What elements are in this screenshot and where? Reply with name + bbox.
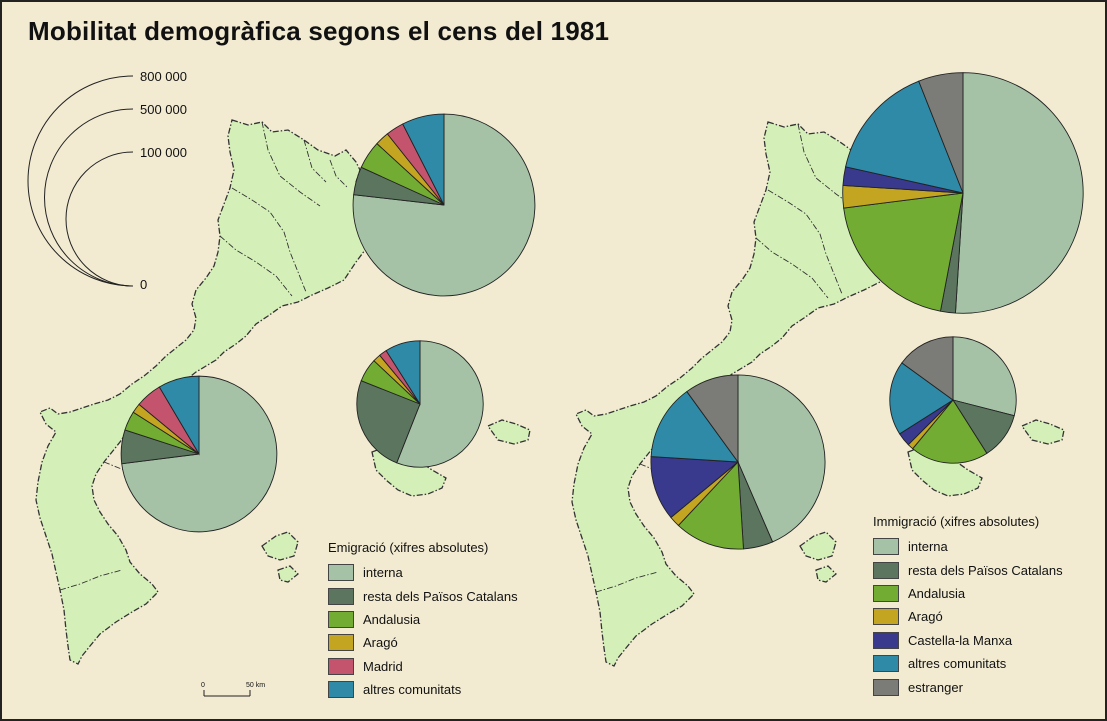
emigration-pie-2-slice-resta: [356, 380, 421, 464]
immigration-legend-title: Immigració (xifres absolutes): [873, 514, 1040, 529]
immigration-pie-1-slice-altres: [650, 390, 739, 463]
immigration-legend-label-castella: Castella-la Manxa: [908, 632, 1013, 648]
island-menorca: [1021, 419, 1065, 445]
immigration-legend-swatch-arago: [873, 608, 899, 626]
distance-scale-bar: 0 50 km: [201, 682, 265, 697]
internal-boundary: [59, 121, 349, 591]
immigration-legend-label-andalusia: Andalusia: [908, 585, 966, 601]
immigration-legend-item-arago: Aragó: [873, 605, 1063, 628]
immigration-pie-0-slice-andalusia: [843, 192, 964, 312]
scale-circle-800000: [27, 75, 134, 287]
immigration-legend-swatch-altres: [873, 655, 899, 673]
immigration-pie-2-slice-interna: [952, 336, 1017, 417]
immigration-legend: Immigració (xifres absolutes) interna res…: [873, 514, 1063, 699]
scale-bar-start: 0: [201, 682, 205, 689]
emigration-pie-2-slice-interna: [396, 340, 484, 468]
pie-charts: [120, 72, 1084, 550]
immigration-legend-swatch-resta: [873, 561, 899, 579]
emigration-legend-swatch-interna: [328, 564, 354, 582]
internal-boundary: [595, 123, 857, 593]
island-eivissa: [799, 531, 837, 561]
emigration-legend-swatch-andalusia: [328, 610, 354, 628]
island-formentera: [277, 565, 299, 583]
emigration-legend-label-resta: resta dels Països Catalans: [363, 588, 518, 604]
emigration-legend: Emigració (xifres absolutes) interna rest…: [328, 540, 518, 701]
immigration-pie-1-slice-andalusia: [677, 460, 744, 550]
emigration-legend-item-interna: interna: [328, 561, 518, 584]
immigration-pie-2-slice-andalusia: [912, 399, 988, 464]
emigration-pie-2-slice-altres: [385, 340, 421, 406]
scale-label-0: 0: [140, 277, 147, 292]
scale-label-100000: 100 000: [140, 145, 187, 160]
scale-label-500000: 500 000: [140, 102, 187, 117]
emigration-pie-0: [352, 113, 536, 297]
scale-circle-500000: [44, 108, 134, 287]
immigration-pie-0: [842, 72, 1084, 314]
mainland-territory: [571, 121, 905, 667]
emigration-legend-title: Emigració (xifres absolutes): [328, 540, 489, 555]
island-formentera: [815, 565, 837, 583]
immigration-legend-label-resta: resta dels Països Catalans: [908, 562, 1063, 578]
immigration-pie-1: [650, 374, 826, 550]
emigration-legend-swatch-altres: [328, 681, 354, 699]
emigration-legend-label-arago: Aragó: [363, 635, 398, 651]
immigration-pie-0-slice-interna: [954, 72, 1084, 314]
island-menorca: [487, 419, 531, 445]
emigration-legend-item-altres: altres comunitats: [328, 678, 518, 701]
immigration-legend-item-resta: resta dels Països Catalans: [873, 558, 1063, 581]
scale-bar-end: 50 km: [246, 682, 265, 689]
emigration-legend-item-resta: resta dels Països Catalans: [328, 584, 518, 607]
island-mallorca: [907, 445, 983, 497]
immigration-pie-0-slice-altres: [845, 80, 964, 194]
immigration-legend-label-estranger: estranger: [908, 679, 963, 695]
emigration-pie-0-slice-altres: [402, 113, 445, 206]
emigration-legend-item-arago: Aragó: [328, 631, 518, 654]
emigration-legend-label-altres: altres comunitats: [363, 682, 462, 698]
emigration-map: [35, 119, 531, 665]
emigration-legend-label-andalusia: Andalusia: [363, 611, 421, 627]
emigration-legend-label-interna: interna: [363, 565, 403, 581]
island-eivissa: [261, 531, 299, 561]
scale-circle-100000: [65, 151, 134, 287]
immigration-legend-item-interna: interna: [873, 535, 1063, 558]
immigration-pie-2: [889, 336, 1017, 464]
immigration-legend-item-altres: altres comunitats: [873, 652, 1063, 675]
immigration-pie-2-slice-estranger: [901, 336, 954, 401]
immigration-legend-swatch-castella: [873, 631, 899, 649]
map-title: Mobilitat demogràfica segons el cens del…: [28, 16, 610, 46]
immigration-legend-swatch-andalusia: [873, 584, 899, 602]
circle-size-scale: [27, 75, 134, 287]
emigration-pie-2: [356, 340, 484, 468]
immigration-legend-swatch-interna: [873, 538, 899, 556]
emigration-legend-swatch-madrid: [328, 657, 354, 675]
emigration-legend-swatch-resta: [328, 587, 354, 605]
immigration-legend-item-estranger: estranger: [873, 675, 1063, 698]
immigration-pie-0-slice-estranger: [918, 72, 964, 194]
immigration-legend-label-altres: altres comunitats: [908, 656, 1007, 672]
immigration-legend-label-interna: interna: [908, 539, 948, 555]
immigration-pie-1-slice-estranger: [686, 374, 739, 464]
immigration-legend-item-castella: Castella-la Manxa: [873, 629, 1063, 652]
immigration-legend-label-arago: Aragó: [908, 609, 943, 625]
emigration-legend-label-madrid: Madrid: [363, 658, 403, 674]
immigration-pie-2-slice-altres: [889, 362, 954, 435]
immigration-legend-item-andalusia: Andalusia: [873, 582, 1063, 605]
immigration-legend-swatch-estranger: [873, 678, 899, 696]
immigration-pie-1-slice-castella: [650, 456, 740, 519]
emigration-legend-item-andalusia: Andalusia: [328, 608, 518, 631]
scale-label-800000: 800 000: [140, 69, 187, 84]
emigration-pie-1: [120, 375, 278, 533]
immigration-map: [571, 121, 1065, 667]
emigration-legend-item-madrid: Madrid: [328, 655, 518, 678]
immigration-pie-1-slice-interna: [737, 374, 826, 543]
mainland-territory: [35, 119, 369, 665]
emigration-pie-1-slice-altres: [158, 375, 200, 456]
emigration-legend-swatch-arago: [328, 634, 354, 652]
